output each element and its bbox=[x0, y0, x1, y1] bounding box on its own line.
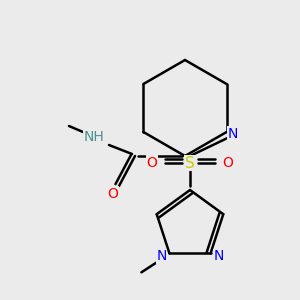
Text: N: N bbox=[213, 249, 224, 263]
Text: N: N bbox=[156, 249, 167, 263]
Text: O: O bbox=[108, 187, 118, 201]
Text: S: S bbox=[185, 155, 195, 170]
Text: O: O bbox=[223, 156, 233, 170]
Text: N: N bbox=[227, 127, 238, 141]
Text: NH: NH bbox=[84, 130, 104, 144]
Text: O: O bbox=[147, 156, 158, 170]
